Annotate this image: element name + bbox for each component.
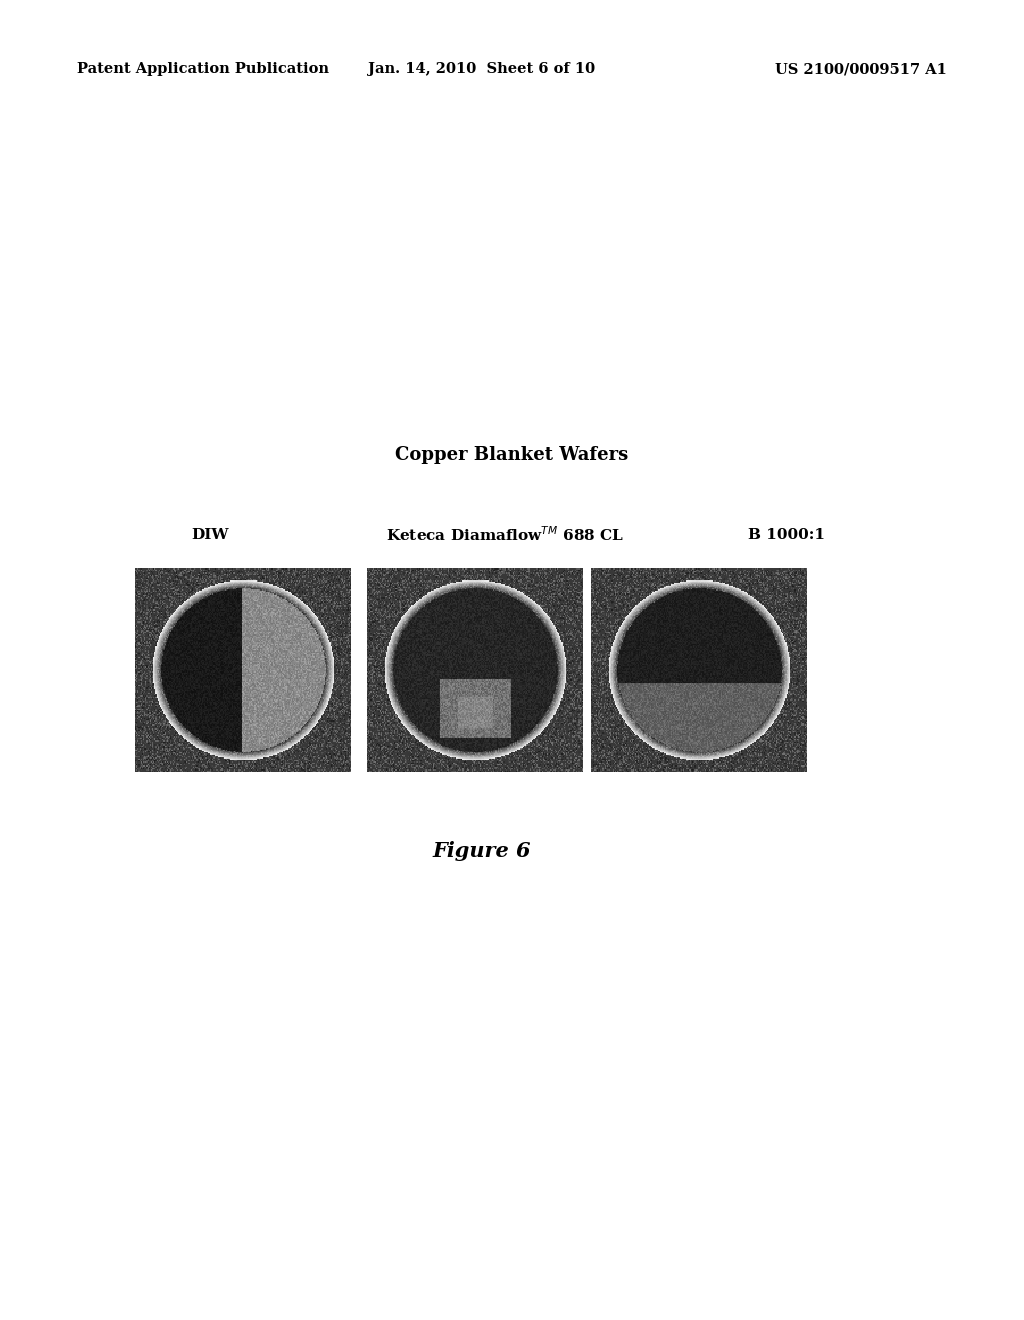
Text: Jan. 14, 2010  Sheet 6 of 10: Jan. 14, 2010 Sheet 6 of 10	[368, 62, 595, 77]
Text: Figure 6: Figure 6	[432, 841, 530, 862]
Text: US 2100/0009517 A1: US 2100/0009517 A1	[775, 62, 947, 77]
Text: DIW: DIW	[191, 528, 228, 541]
Text: Patent Application Publication: Patent Application Publication	[77, 62, 329, 77]
Text: Copper Blanket Wafers: Copper Blanket Wafers	[395, 446, 629, 465]
Text: B 1000:1: B 1000:1	[748, 528, 825, 541]
Text: Keteca Diamaflow$^{TM}$ 688 CL: Keteca Diamaflow$^{TM}$ 688 CL	[386, 525, 624, 544]
